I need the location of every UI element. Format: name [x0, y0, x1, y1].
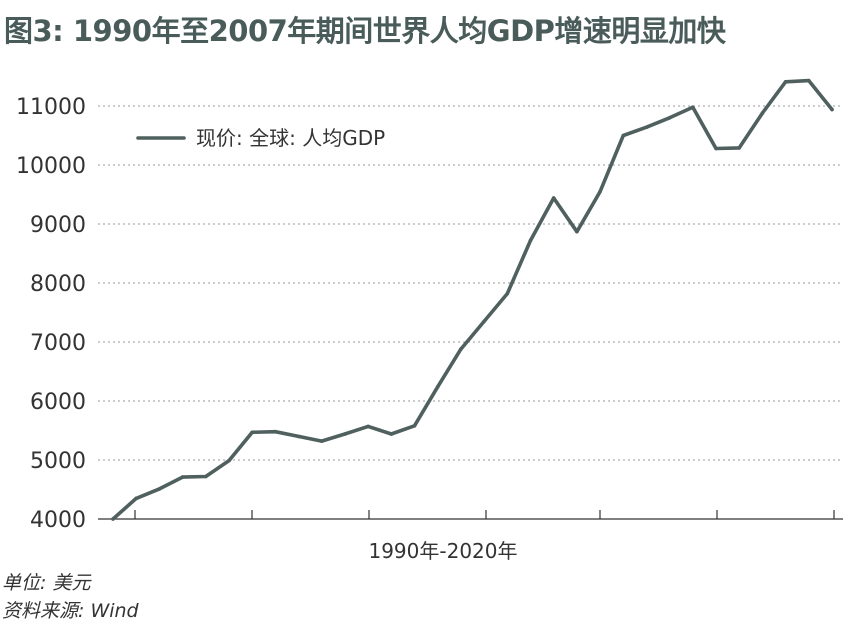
data-point — [250, 430, 254, 435]
data-point — [760, 111, 765, 115]
y-tick-label-8000: 8000 — [30, 272, 86, 297]
data-point — [621, 133, 626, 138]
unit-note: 单位: 美元 — [2, 572, 91, 594]
y-axis-tick-labels: 4000 5000 6000 7000 8000 9000 10000 11000 — [16, 95, 86, 533]
data-point — [667, 116, 672, 120]
series-line-global-gdp-per-capita — [111, 78, 834, 521]
data-point — [389, 432, 394, 436]
data-point — [412, 423, 417, 428]
data-point — [737, 146, 742, 150]
y-tick-label-4000: 4000 — [30, 508, 86, 533]
data-point — [180, 475, 185, 479]
x-axis-label: 1990年-2020年 — [368, 539, 517, 563]
data-point — [343, 432, 347, 436]
gridlines — [98, 105, 843, 461]
data-point — [296, 434, 301, 439]
data-point — [366, 424, 370, 429]
data-point — [111, 517, 115, 521]
data-point — [482, 319, 486, 324]
data-point — [830, 107, 834, 112]
data-point — [714, 146, 718, 151]
data-point — [598, 189, 602, 194]
data-point — [273, 429, 278, 434]
data-point — [505, 291, 510, 296]
data-point — [319, 439, 324, 443]
x-axis — [98, 510, 843, 520]
data-point — [435, 385, 440, 389]
y-tick-label-11000: 11000 — [16, 95, 86, 120]
y-tick-label-10000: 10000 — [16, 154, 86, 179]
y-tick-label-7000: 7000 — [30, 331, 86, 356]
data-point — [157, 487, 162, 491]
data-point — [227, 458, 231, 463]
y-tick-label-5000: 5000 — [30, 449, 86, 474]
data-point — [203, 474, 208, 479]
chart-title: 图3: 1990年至2007年期间世界人均GDP增速明显加快 — [4, 14, 726, 48]
data-point — [459, 347, 463, 351]
data-point — [783, 80, 788, 84]
data-point — [551, 196, 556, 200]
y-tick-label-6000: 6000 — [30, 390, 86, 415]
data-point — [528, 238, 533, 243]
series-lines — [111, 78, 834, 521]
data-point — [644, 125, 649, 130]
y-tick-label-9000: 9000 — [30, 213, 86, 238]
data-point — [575, 229, 579, 234]
data-point — [807, 78, 811, 83]
legend-label: 现价: 全球: 人均GDP — [196, 126, 385, 150]
data-point — [134, 496, 138, 501]
legend: 现价: 全球: 人均GDP — [136, 126, 385, 150]
source-note: 资料来源: Wind — [2, 600, 139, 622]
data-point — [691, 105, 695, 109]
